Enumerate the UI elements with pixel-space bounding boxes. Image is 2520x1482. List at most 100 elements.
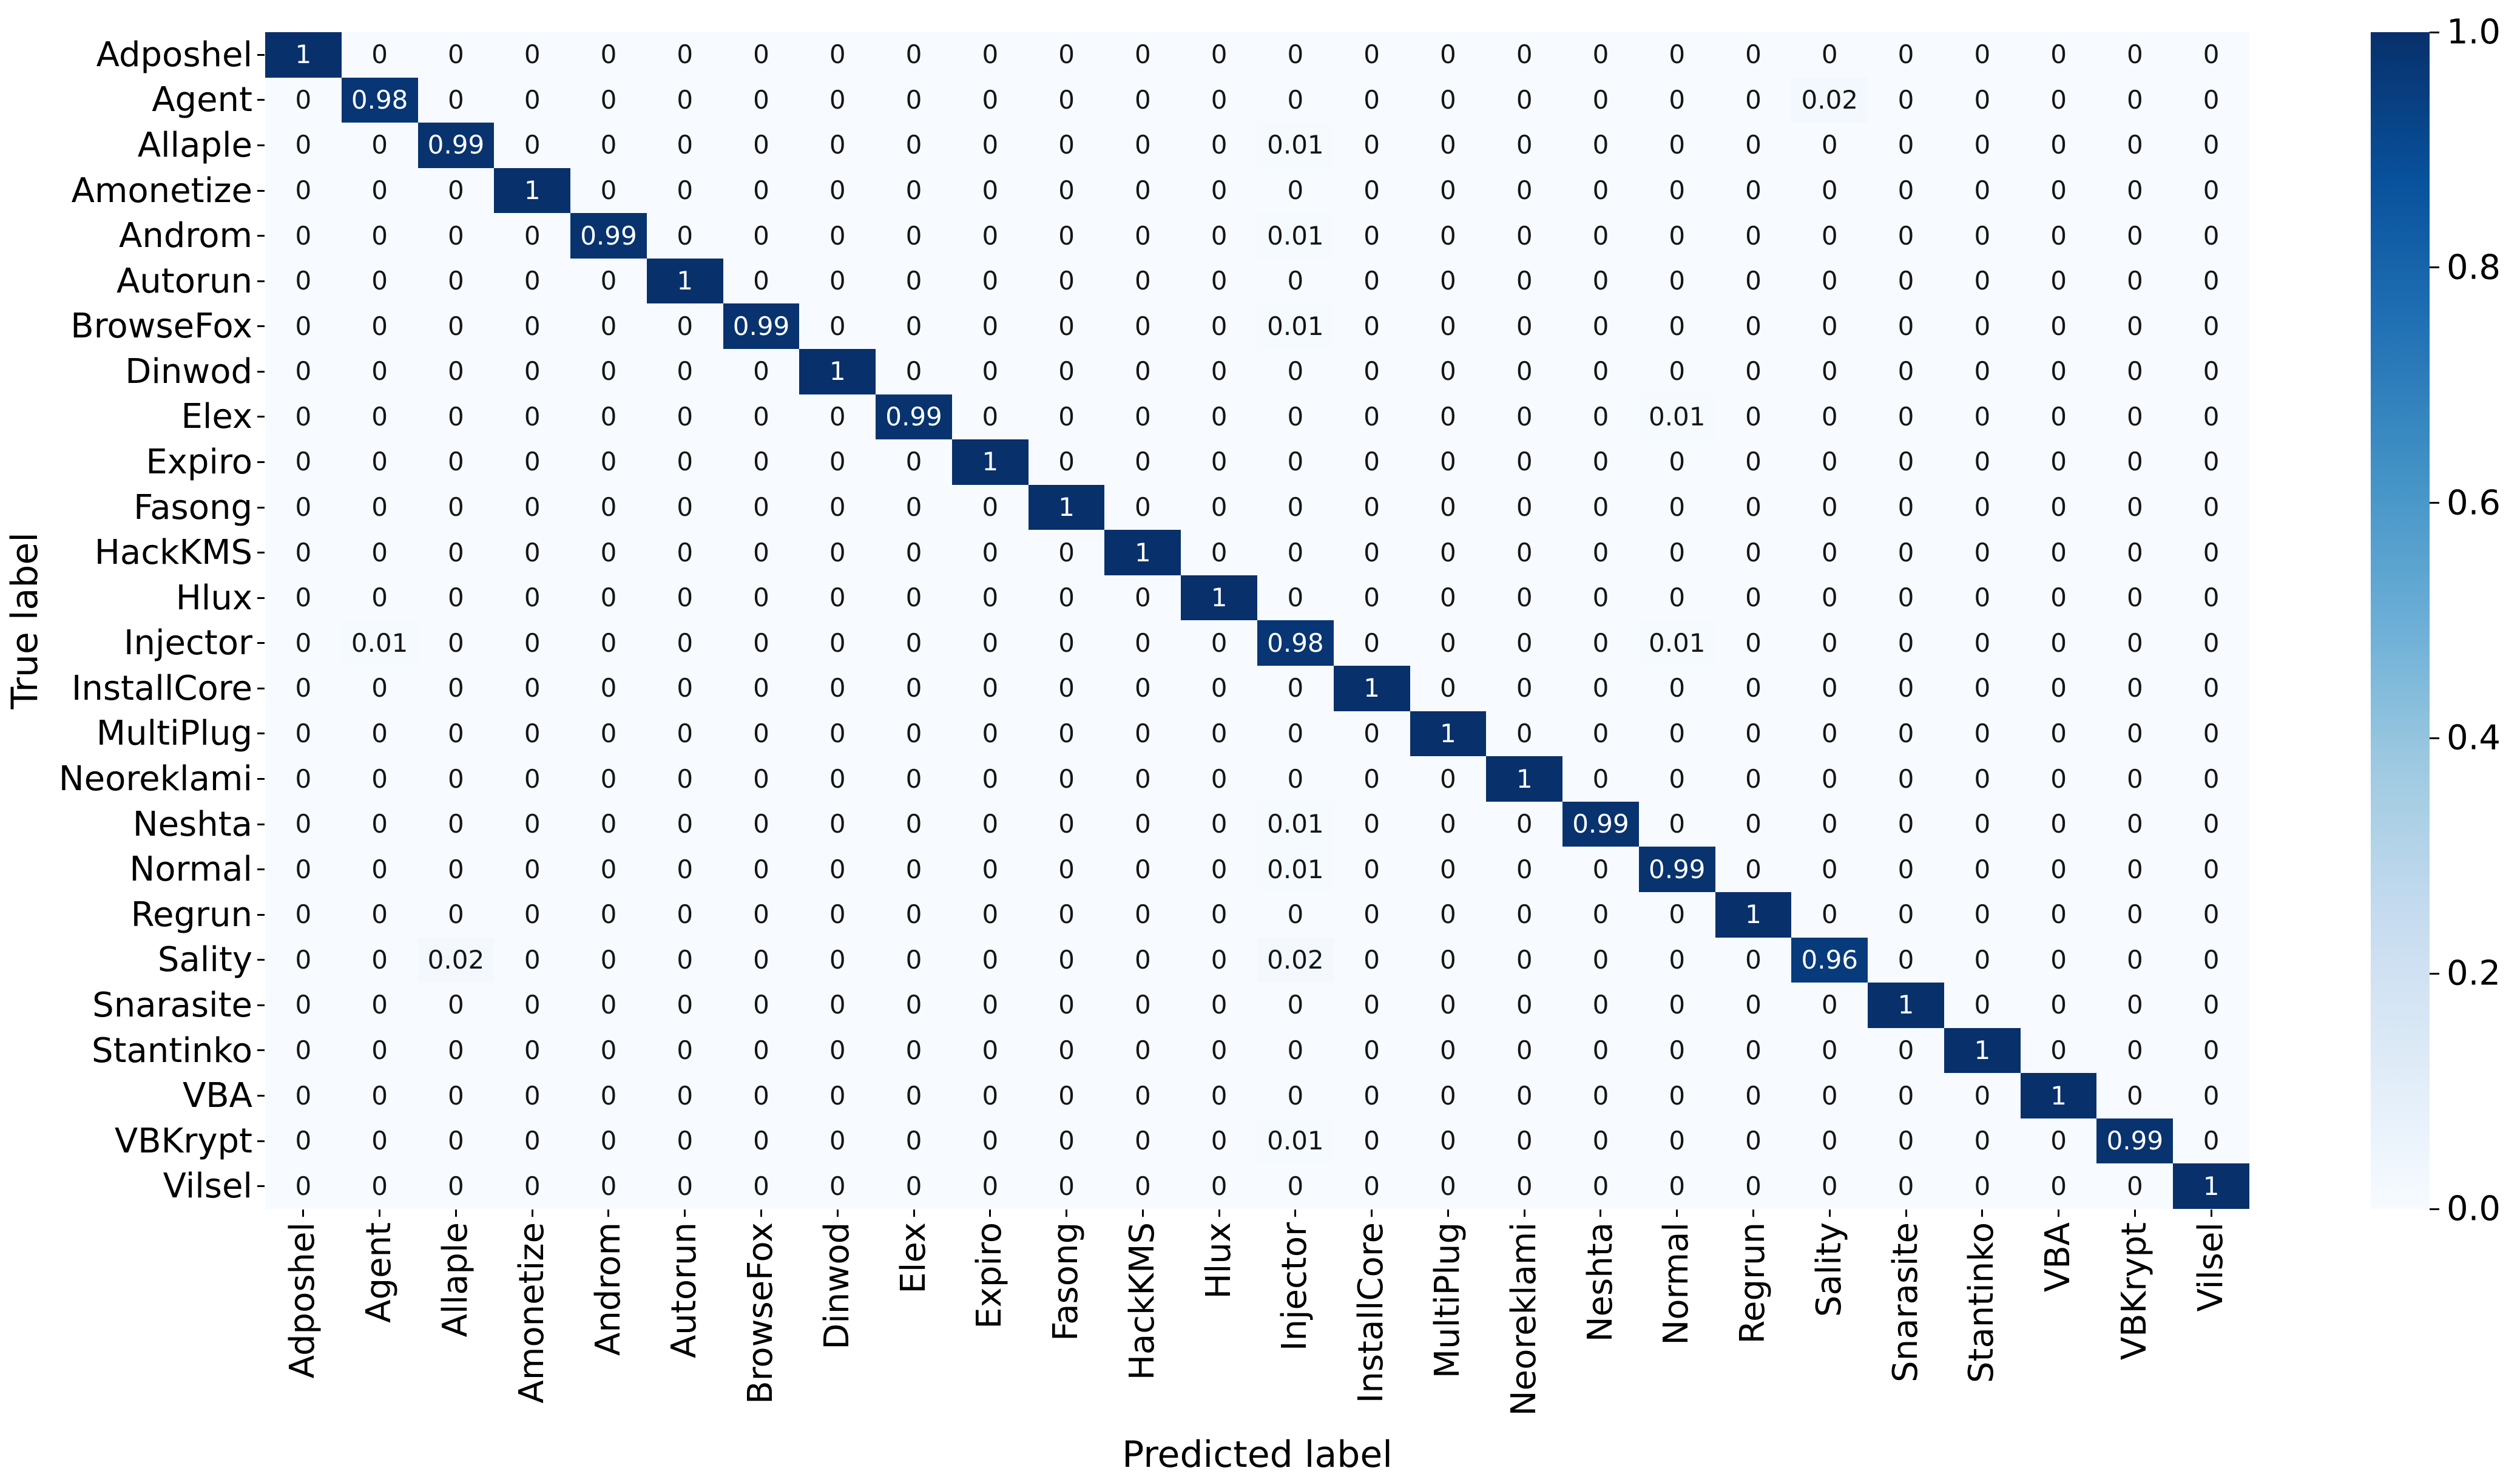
heatmap-cell: 0: [1868, 937, 1944, 983]
heatmap-cell: 0: [417, 349, 495, 394]
heatmap-cell: 0: [799, 167, 876, 214]
heatmap-cell: 0: [1333, 756, 1410, 802]
heatmap-cell: 0: [1181, 711, 1257, 757]
colorbar-tick-label: 0.4: [2447, 718, 2501, 758]
heatmap-cell: 0: [799, 892, 876, 938]
heatmap-cell: 0: [1638, 77, 1715, 123]
heatmap-cell: 0: [2020, 530, 2097, 575]
heatmap-cell: 0: [2173, 439, 2249, 485]
heatmap-cell: 0: [1791, 258, 1868, 304]
y-tick: [257, 461, 265, 463]
x-tick: [454, 1210, 457, 1217]
heatmap-cell: 0: [265, 123, 342, 168]
heatmap-cell: 0: [2020, 620, 2097, 666]
heatmap-cell: 0: [1028, 1118, 1105, 1164]
heatmap-cell: 0: [417, 213, 495, 259]
heatmap-cell: 0: [1791, 303, 1868, 350]
heatmap-cell: 0: [1486, 32, 1563, 78]
heatmap-cell: 0: [1944, 394, 2021, 440]
heatmap-cell: 0: [265, 711, 342, 757]
heatmap-cell: 0: [1562, 258, 1639, 304]
heatmap-cell: 0: [265, 847, 342, 892]
heatmap-cell: 0: [341, 303, 418, 350]
heatmap-cell: 0: [1715, 32, 1792, 78]
y-tick-label: Injector: [123, 623, 252, 663]
x-tick-label: Dinwod: [799, 1222, 876, 1429]
heatmap-cell: 0: [341, 439, 418, 485]
heatmap-cell: 0: [341, 983, 418, 1028]
y-tick-label: Dinwod: [125, 351, 252, 391]
heatmap-cell: 0: [2173, 32, 2249, 78]
y-tick: [257, 1049, 265, 1052]
heatmap-cell: 0: [570, 756, 647, 802]
heatmap-cell: 0: [2173, 1118, 2249, 1164]
x-tick-label: Androm: [570, 1222, 647, 1429]
x-tick-label-text: Expiro: [970, 1222, 1010, 1329]
heatmap-cell: 0: [1868, 530, 1944, 575]
x-tick: [379, 1210, 381, 1217]
heatmap-cell: 0: [646, 1118, 723, 1164]
heatmap-cell: 0: [876, 892, 952, 938]
heatmap-cell: 0: [1868, 575, 1944, 621]
heatmap-cell: 0: [1104, 983, 1181, 1028]
heatmap-cell: 0: [2173, 530, 2249, 575]
heatmap-cell: 0: [1562, 575, 1639, 621]
heatmap-cell: 0: [1562, 484, 1639, 530]
heatmap-cell: 0: [1486, 892, 1563, 938]
heatmap-cell: 0: [1791, 349, 1868, 394]
x-tick-label-text: Vilsel: [2191, 1222, 2231, 1312]
heatmap-cell: 0: [1257, 711, 1334, 757]
heatmap-cell: 1: [1944, 1027, 2021, 1074]
heatmap-cell: 0: [1333, 937, 1410, 983]
heatmap-cell: 0: [1181, 349, 1257, 394]
heatmap-cell: 0: [1410, 1027, 1487, 1074]
heatmap-cell: 0: [951, 711, 1029, 757]
heatmap-cell: 0: [570, 1027, 647, 1074]
heatmap-cell: 0: [2096, 801, 2174, 847]
heatmap-cell: 0: [2096, 123, 2174, 168]
heatmap-cell: 0: [799, 1073, 876, 1118]
heatmap-cell: 0: [876, 258, 952, 304]
heatmap-cell: 0: [1410, 937, 1487, 983]
heatmap-cell: 0: [799, 711, 876, 757]
heatmap-cell: 0: [799, 620, 876, 666]
heatmap-cell: 0: [1868, 892, 1944, 938]
heatmap-cell: 0: [723, 258, 800, 304]
heatmap-cell: 0: [1562, 711, 1639, 757]
heatmap-cell: 0: [341, 1073, 418, 1118]
heatmap-cell: 0: [1562, 394, 1639, 440]
y-tick-label: Snarasite: [92, 985, 252, 1025]
heatmap-cell: 0: [1333, 167, 1410, 214]
heatmap-cell: 0: [1333, 439, 1410, 485]
x-tick-label: BrowseFox: [723, 1222, 800, 1429]
y-tick: [257, 597, 265, 599]
x-tick-label: Adposhel: [265, 1222, 342, 1429]
heatmap-cell: 0: [1715, 937, 1792, 983]
heatmap-cell: 0: [341, 394, 418, 440]
y-tick-label: Adposhel: [96, 35, 252, 75]
y-tick-label: Normal: [129, 850, 252, 890]
heatmap-cell: 0: [1638, 666, 1715, 711]
colorbar-tick-label: 0.0: [2447, 1189, 2501, 1229]
heatmap-cell: 0: [951, 1163, 1029, 1209]
heatmap-cell: 0: [2020, 1118, 2097, 1164]
heatmap-cell: 0: [1791, 530, 1868, 575]
heatmap-cell: 0: [2173, 575, 2249, 621]
y-tick: [257, 1004, 265, 1006]
heatmap-cell: 0: [1638, 983, 1715, 1028]
heatmap-cell: 0: [1257, 756, 1334, 802]
heatmap-cell: 0: [494, 349, 571, 394]
x-tick-label-text: Sality: [1809, 1222, 1849, 1318]
heatmap-cell: 1: [1181, 575, 1257, 621]
colorbar-tick: [2430, 972, 2439, 975]
y-tick: [257, 189, 265, 192]
heatmap-cell: 0: [799, 847, 876, 892]
heatmap-cell: 0: [1028, 983, 1105, 1028]
heatmap-cell: 0: [570, 847, 647, 892]
heatmap-cell: 0: [341, 258, 418, 304]
heatmap-cell: 0: [723, 847, 800, 892]
x-axis-title: Predicted label: [265, 1433, 2249, 1476]
heatmap-cell: 0: [1486, 77, 1563, 123]
heatmap-cell: 0: [876, 530, 952, 575]
heatmap-cell: 0: [1104, 484, 1181, 530]
